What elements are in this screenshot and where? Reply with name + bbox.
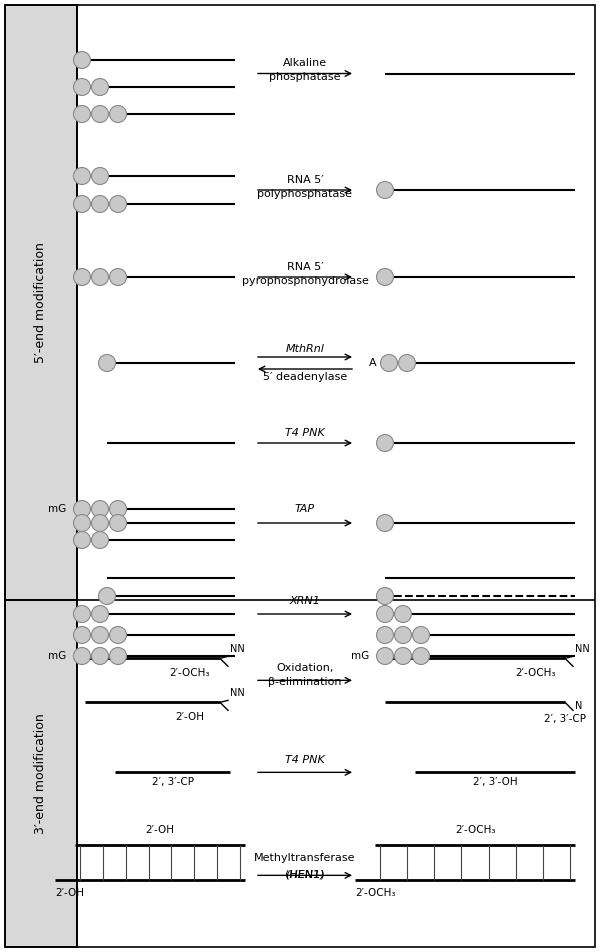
Circle shape: [110, 514, 127, 531]
Circle shape: [395, 605, 412, 623]
Text: A: A: [370, 358, 377, 368]
Circle shape: [74, 106, 91, 123]
Text: 2′, 3′-OH: 2′, 3′-OH: [473, 778, 517, 787]
Circle shape: [74, 168, 91, 185]
Text: MthRnl: MthRnl: [286, 344, 325, 354]
Bar: [5, 5, 77, 601]
Circle shape: [377, 434, 394, 451]
Text: 3′-end modification: 3′-end modification: [35, 713, 47, 834]
Text: mG: mG: [48, 651, 66, 661]
Text: 5′-end modification: 5′-end modification: [35, 242, 47, 363]
Text: 2′-OCH₃: 2′-OCH₃: [170, 668, 210, 679]
Circle shape: [91, 531, 109, 548]
Circle shape: [380, 354, 398, 371]
Circle shape: [110, 501, 127, 518]
Circle shape: [413, 647, 430, 664]
Circle shape: [110, 195, 127, 212]
Text: polyphosphatase: polyphosphatase: [257, 189, 353, 199]
Circle shape: [413, 626, 430, 644]
Text: RNA 5′: RNA 5′: [287, 175, 323, 185]
Text: XRN1: XRN1: [290, 596, 320, 606]
Circle shape: [74, 501, 91, 518]
Circle shape: [377, 647, 394, 664]
Text: 2′, 3′-CP: 2′, 3′-CP: [151, 778, 193, 787]
Circle shape: [91, 647, 109, 664]
Circle shape: [91, 514, 109, 531]
Text: N: N: [575, 702, 583, 711]
Circle shape: [74, 647, 91, 664]
Text: Methyltransferase: Methyltransferase: [254, 853, 356, 863]
Text: phosphatase: phosphatase: [269, 72, 341, 83]
Circle shape: [110, 106, 127, 123]
Circle shape: [98, 354, 115, 371]
Circle shape: [74, 514, 91, 531]
Circle shape: [377, 514, 394, 531]
Circle shape: [74, 605, 91, 623]
Circle shape: [91, 268, 109, 286]
Text: 2′-OH: 2′-OH: [175, 712, 205, 723]
Text: RNA 5′: RNA 5′: [287, 262, 323, 272]
Circle shape: [110, 647, 127, 664]
Circle shape: [91, 501, 109, 518]
Circle shape: [98, 587, 115, 605]
Text: T4 PNK: T4 PNK: [285, 428, 325, 438]
Bar: [5, 601, 77, 947]
Circle shape: [110, 268, 127, 286]
Circle shape: [91, 605, 109, 623]
Text: Oxidation,: Oxidation,: [277, 664, 334, 673]
Circle shape: [91, 168, 109, 185]
Text: Alkaline: Alkaline: [283, 58, 327, 69]
Text: NN: NN: [230, 645, 245, 654]
Text: NN: NN: [575, 645, 590, 654]
Circle shape: [377, 182, 394, 199]
Circle shape: [110, 626, 127, 644]
Circle shape: [377, 587, 394, 605]
Text: 2′-OCH₃: 2′-OCH₃: [455, 825, 495, 835]
Text: (HEN1): (HEN1): [285, 869, 325, 880]
Circle shape: [377, 605, 394, 623]
Circle shape: [91, 78, 109, 95]
Text: 2′-OH: 2′-OH: [146, 825, 175, 835]
Circle shape: [74, 626, 91, 644]
Circle shape: [74, 268, 91, 286]
Text: β-elimination: β-elimination: [268, 677, 342, 687]
Text: 2′-OH: 2′-OH: [55, 888, 84, 899]
Text: 2′-OCH₃: 2′-OCH₃: [355, 888, 395, 899]
Circle shape: [377, 268, 394, 286]
Text: (HEN1): (HEN1): [285, 869, 325, 880]
Text: NN: NN: [230, 688, 245, 699]
Circle shape: [91, 626, 109, 644]
Text: TAP: TAP: [295, 504, 315, 514]
Circle shape: [74, 195, 91, 212]
Circle shape: [398, 354, 415, 371]
Circle shape: [74, 78, 91, 95]
Circle shape: [74, 51, 91, 69]
Text: T4 PNK: T4 PNK: [285, 755, 325, 765]
Circle shape: [74, 531, 91, 548]
Circle shape: [91, 106, 109, 123]
Text: mG: mG: [351, 651, 369, 661]
Circle shape: [377, 626, 394, 644]
Circle shape: [91, 195, 109, 212]
Text: 5′ deadenylase: 5′ deadenylase: [263, 372, 347, 382]
Text: 2′, 3′-CP: 2′, 3′-CP: [544, 714, 586, 724]
Circle shape: [395, 626, 412, 644]
Text: mG: mG: [48, 504, 66, 514]
Circle shape: [395, 647, 412, 664]
Text: 2′-OCH₃: 2′-OCH₃: [515, 668, 555, 679]
Text: pyrophosphohydrolase: pyrophosphohydrolase: [242, 276, 368, 286]
